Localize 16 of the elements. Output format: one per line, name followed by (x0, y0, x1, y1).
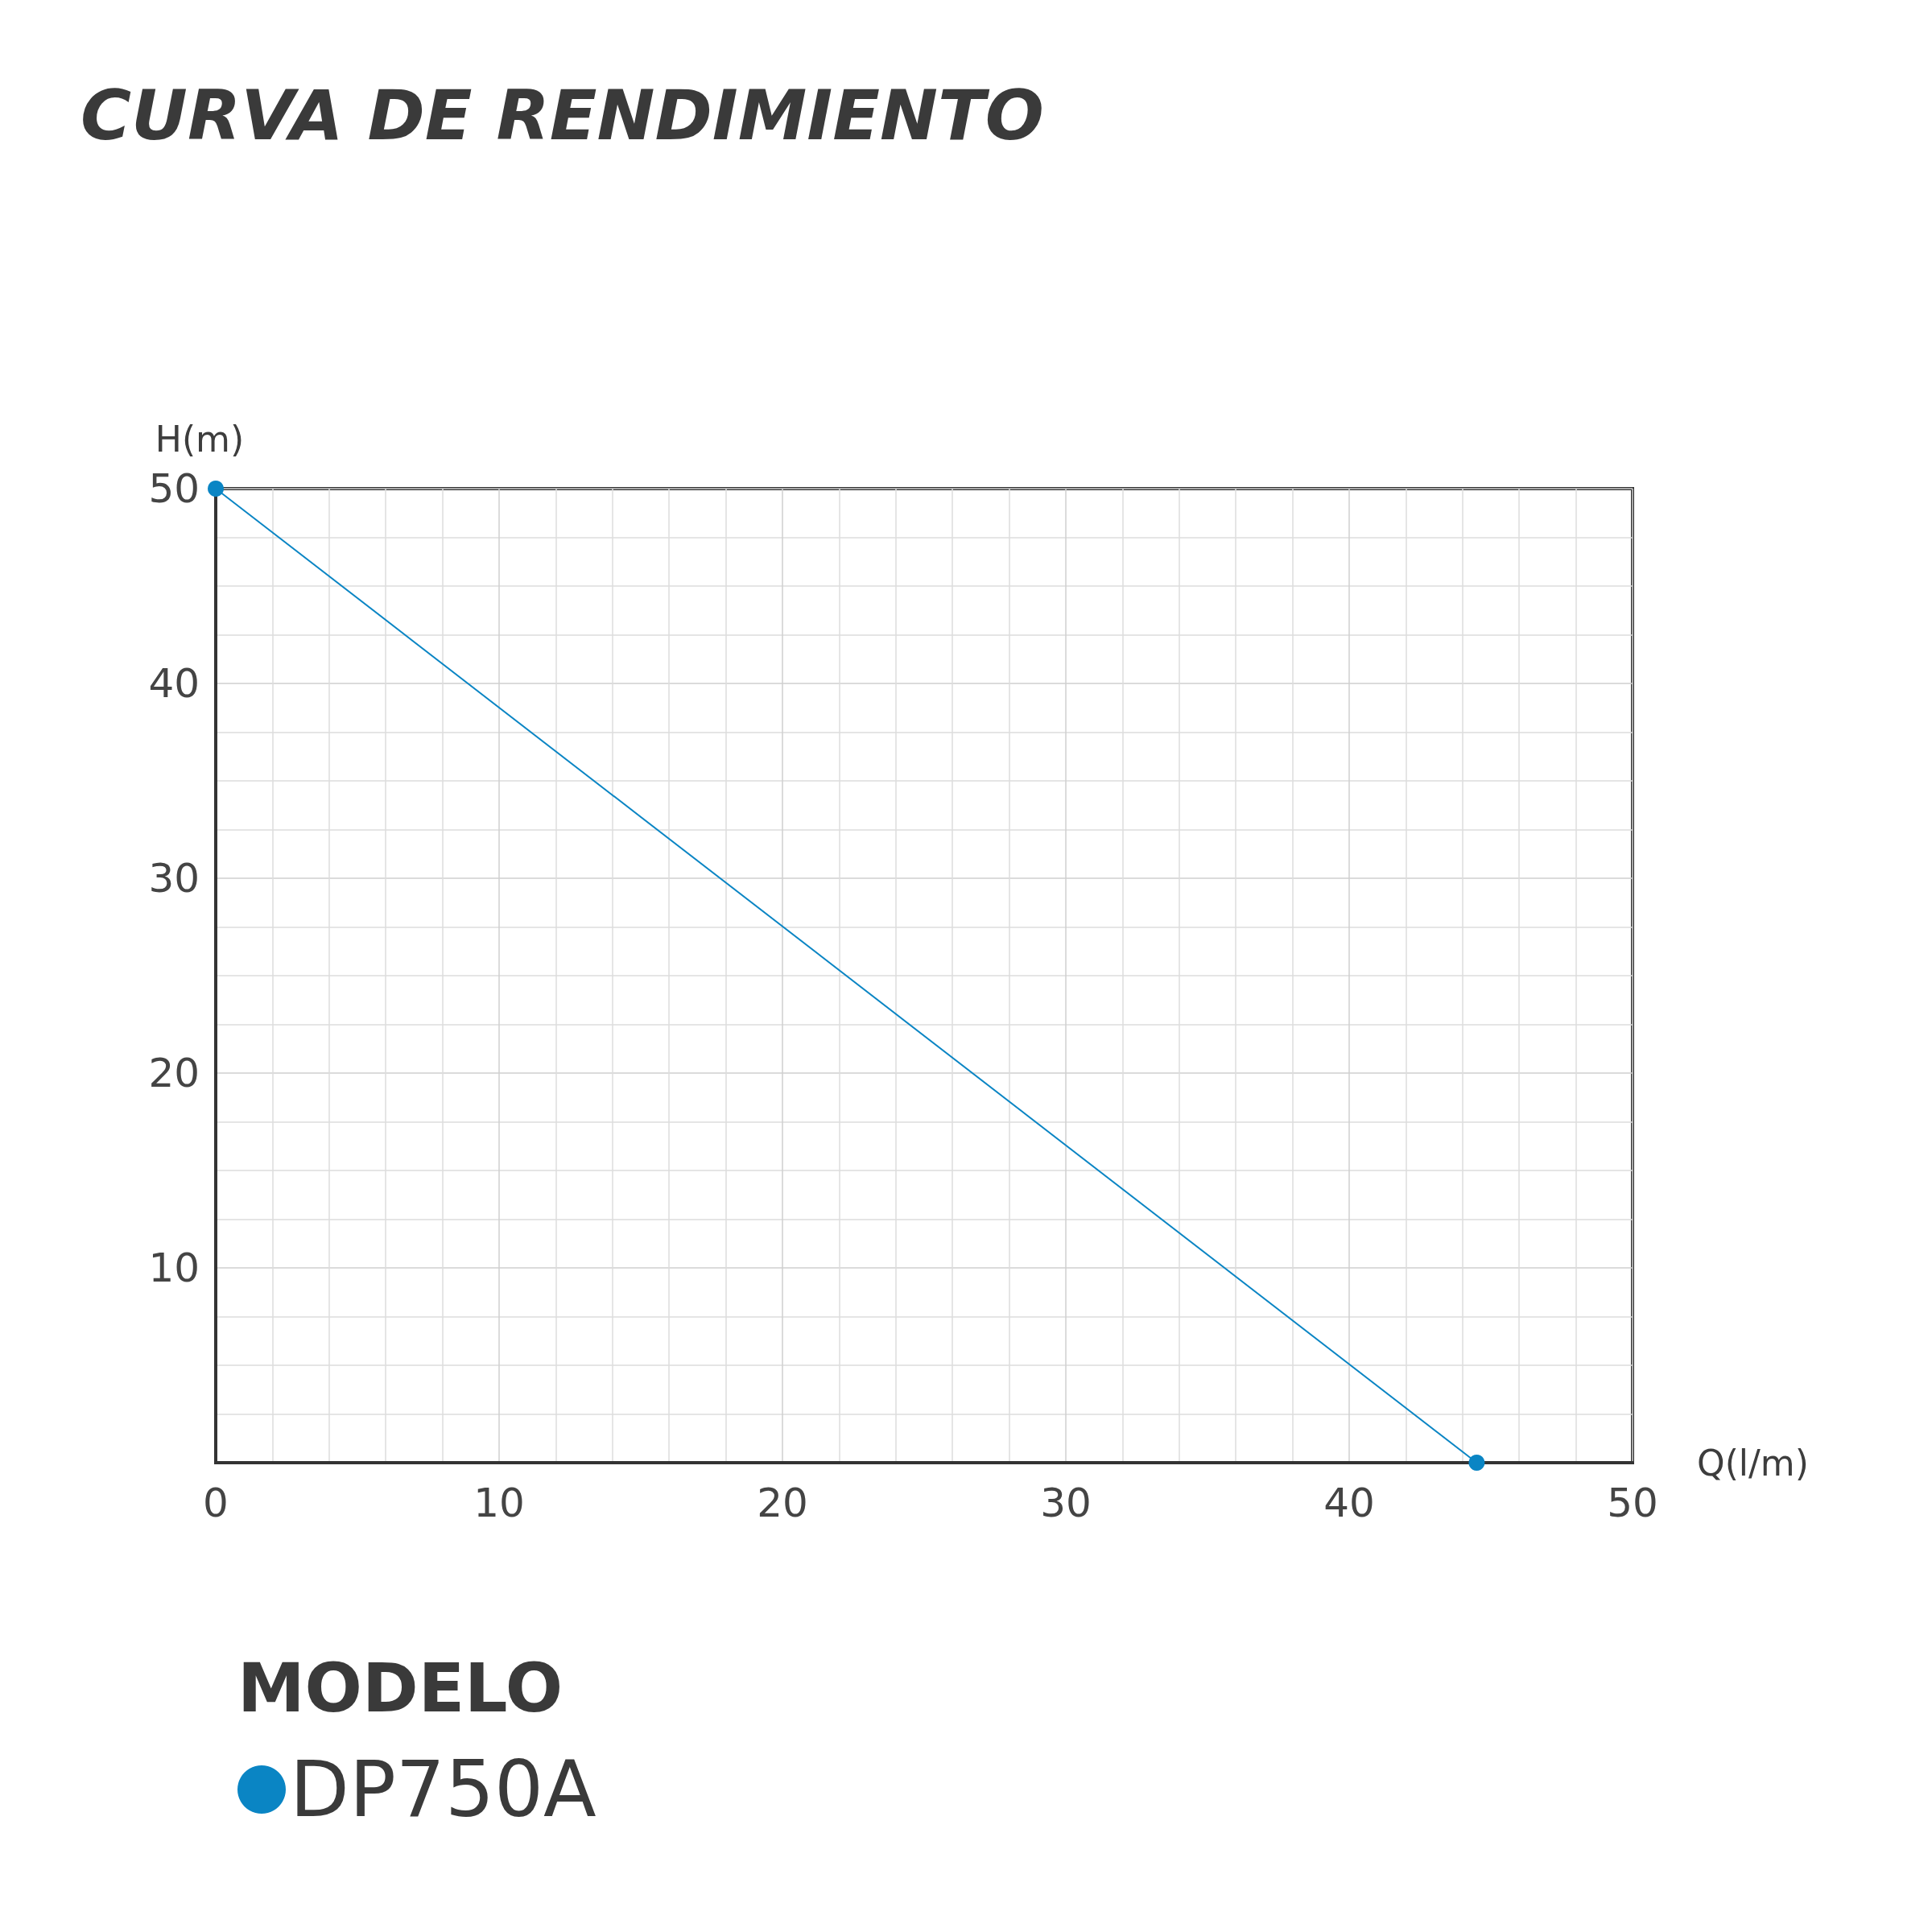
y-tick-label: 10 (148, 1245, 200, 1291)
legend-title: MODELO (237, 1649, 564, 1728)
y-tick-label: 40 (148, 660, 200, 707)
x-axis-title: Q(l/m) (1697, 1442, 1809, 1484)
x-tick-label: 10 (473, 1480, 525, 1526)
chart-title: CURVA DE RENDIMIENTO (80, 75, 1044, 155)
legend-label: DP750A (290, 1744, 597, 1835)
x-tick-label: 50 (1607, 1480, 1658, 1526)
y-axis-title: H(m) (155, 418, 245, 460)
y-tick-label: 30 (148, 855, 200, 902)
y-tick-label: 50 (148, 465, 200, 512)
x-tick-label: 0 (203, 1480, 229, 1526)
y-tick-label: 20 (148, 1050, 200, 1096)
x-tick-label: 30 (1040, 1480, 1092, 1526)
x-tick-label: 40 (1323, 1480, 1375, 1526)
x-tick-label: 20 (757, 1480, 808, 1526)
